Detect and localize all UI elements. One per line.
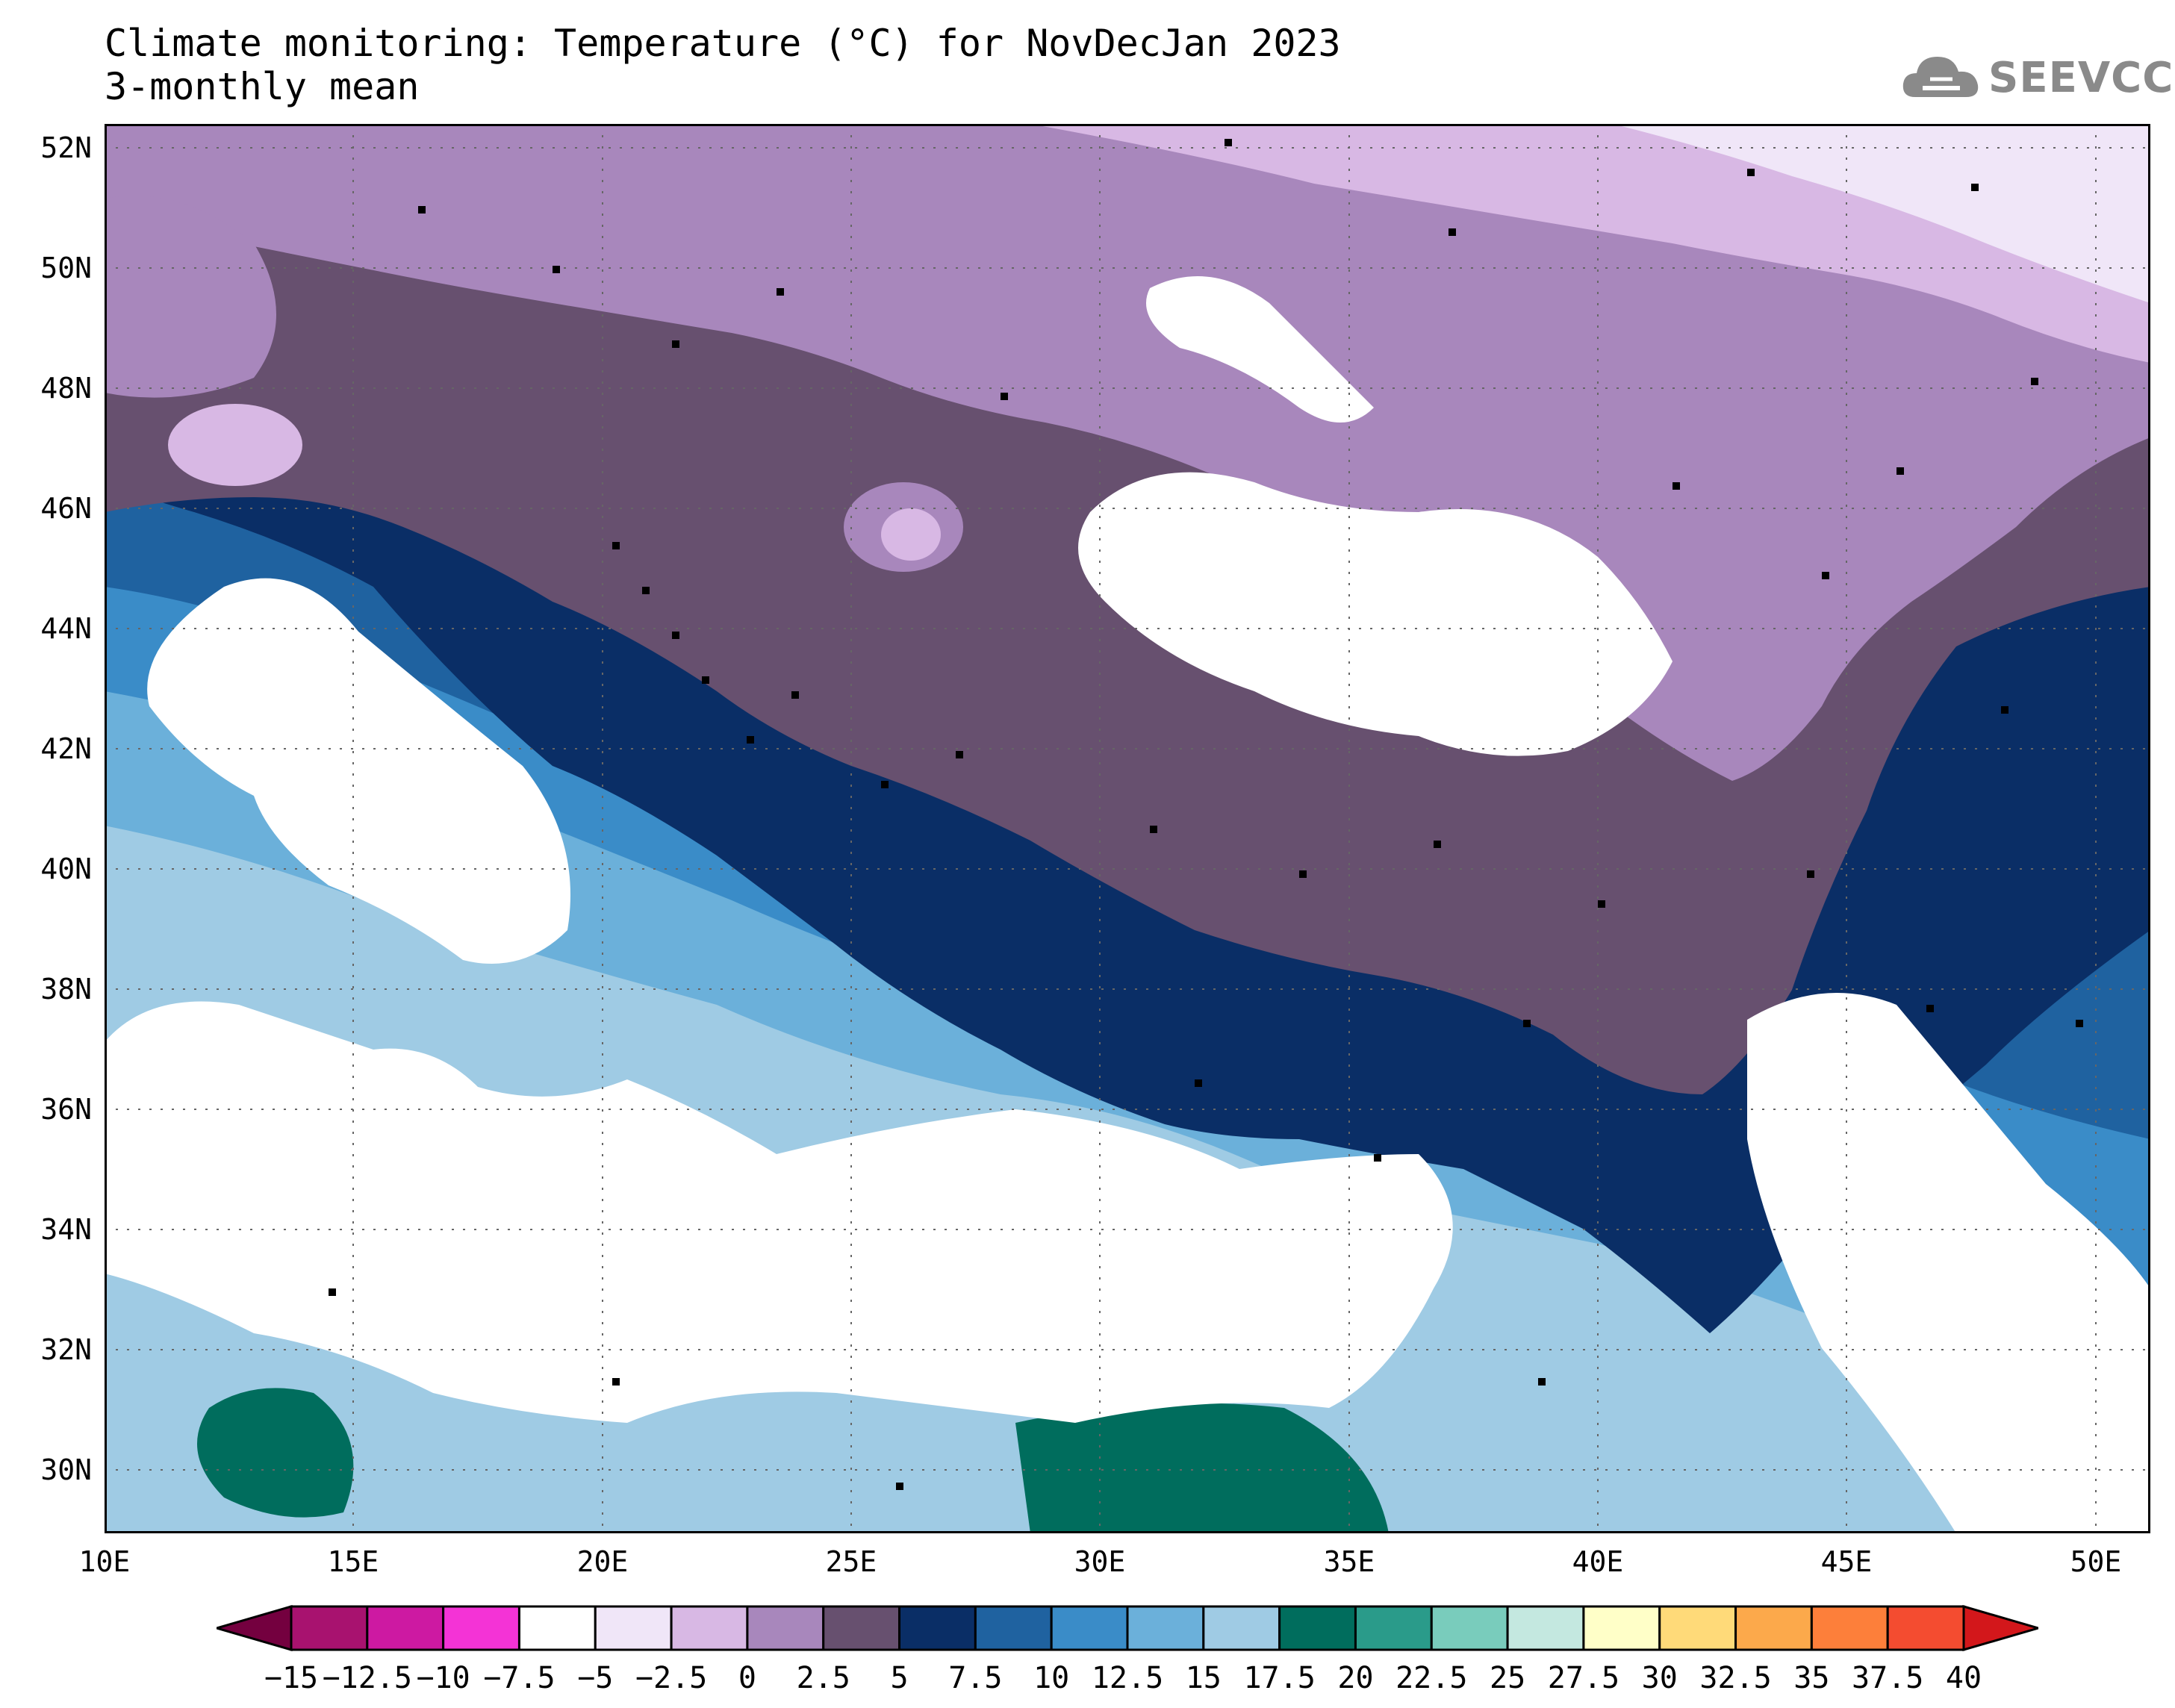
colorbar-label: 7.5 <box>948 1661 1003 1695</box>
colorbar-cell <box>1354 1605 1433 1651</box>
colorbar-label: 2.5 <box>796 1661 850 1695</box>
lat-label-42n: 42N <box>40 732 92 765</box>
colorbar-label: 37.5 <box>1852 1661 1924 1695</box>
colorbar-cell-max <box>1962 1605 2038 1651</box>
colorbar-label: −15 <box>264 1661 319 1695</box>
colorbar-cell-min <box>217 1605 293 1651</box>
band-minus-5-patch <box>1146 276 1374 423</box>
colorbar-label: −7.5 <box>483 1661 556 1695</box>
logo-text: SEEVCCC <box>1988 54 2175 102</box>
seevccc-logo: SEEVCCC <box>1900 45 2175 112</box>
colorbar-cell <box>594 1605 673 1651</box>
colorbar-cell <box>898 1605 977 1651</box>
lon-label-40e: 40E <box>1572 1545 1624 1578</box>
colorbar-label: 0 <box>738 1661 756 1695</box>
colorbar-cell <box>670 1605 749 1651</box>
map-border <box>105 124 2150 1533</box>
colorbar-label: 5 <box>890 1661 909 1695</box>
colorbar-label: 25 <box>1489 1661 1526 1695</box>
lat-label-36n: 36N <box>40 1093 92 1126</box>
lat-label-30n: 30N <box>40 1453 92 1486</box>
lat-label-44n: 44N <box>40 612 92 645</box>
colorbar-cell <box>1202 1605 1281 1651</box>
colorbar-cell <box>1430 1605 1509 1651</box>
cloud-icon <box>1902 57 1979 97</box>
colorbar-label: 30 <box>1641 1661 1678 1695</box>
lat-label-40n: 40N <box>40 853 92 885</box>
lat-label-46n: 46N <box>40 492 92 525</box>
colorbar-cell <box>1050 1605 1129 1651</box>
colorbar-cell <box>1126 1605 1205 1651</box>
colorbar-cell <box>1278 1605 1357 1651</box>
lon-label-50e: 50E <box>2070 1545 2122 1578</box>
band-0-romania <box>881 508 941 561</box>
colorbar-cell <box>746 1605 825 1651</box>
colorbar <box>217 1605 2038 1651</box>
desert-no-data <box>1747 993 2150 1533</box>
colorbar-label: −5 <box>577 1661 614 1695</box>
colorbar-cell <box>517 1605 597 1651</box>
colorbar-cell <box>1582 1605 1661 1651</box>
lat-label-48n: 48N <box>40 372 92 405</box>
station-markers <box>329 139 2083 1490</box>
colorbar-cell <box>1886 1605 1965 1651</box>
colorbar-label: 32.5 <box>1699 1661 1772 1695</box>
lat-label-32n: 32N <box>40 1333 92 1366</box>
adriatic-sea <box>147 578 571 964</box>
colorbar-cell <box>366 1605 445 1651</box>
colorbar-label: 27.5 <box>1547 1661 1620 1695</box>
colorbar-cell <box>822 1605 901 1651</box>
band-20-egypt <box>1015 1403 1389 1533</box>
lat-label-52n: 52N <box>40 131 92 164</box>
colorbar-cells <box>217 1605 2038 1651</box>
chart-subtitle: 3-monthly mean <box>105 65 420 108</box>
black-sea <box>1078 472 1673 756</box>
colorbar-label: 40 <box>1945 1661 1982 1695</box>
colorbar-label: 15 <box>1185 1661 1222 1695</box>
mediterranean-sea <box>105 1001 1453 1423</box>
band-minus-2-5 <box>1613 124 2150 303</box>
lat-label-34n: 34N <box>40 1213 92 1246</box>
lon-label-20e: 20E <box>576 1545 629 1578</box>
lat-label-38n: 38N <box>40 973 92 1006</box>
band-2-5-west <box>105 196 276 398</box>
temperature-map <box>105 124 2150 1533</box>
colorbar-label: 22.5 <box>1395 1661 1468 1695</box>
colorbar-label: −12.5 <box>322 1661 413 1695</box>
lon-label-15e: 15E <box>327 1545 379 1578</box>
colorbar-label: −2.5 <box>635 1661 708 1695</box>
colorbar-cell <box>1506 1605 1585 1651</box>
lon-label-10e: 10E <box>78 1545 131 1578</box>
band-20-libya <box>197 1388 354 1518</box>
chart-title: Climate monitoring: Temperature (°C) for… <box>105 22 1341 65</box>
lon-label-25e: 25E <box>825 1545 877 1578</box>
colorbar-label: 10 <box>1033 1661 1070 1695</box>
lat-label-50n: 50N <box>40 252 92 284</box>
colorbar-label: 17.5 <box>1243 1661 1316 1695</box>
colorbar-cell <box>1810 1605 1889 1651</box>
lon-label-35e: 35E <box>1323 1545 1375 1578</box>
colorbar-cell <box>974 1605 1053 1651</box>
colorbar-label: 35 <box>1793 1661 1830 1695</box>
colorbar-cell <box>290 1605 369 1651</box>
lon-label-30e: 30E <box>1074 1545 1126 1578</box>
colorbar-cell <box>442 1605 520 1651</box>
colorbar-cell <box>1658 1605 1737 1651</box>
colorbar-label: −10 <box>416 1661 470 1695</box>
colorbar-label: 20 <box>1337 1661 1374 1695</box>
colorbar-label: 12.5 <box>1091 1661 1164 1695</box>
lon-label-45e: 45E <box>1820 1545 1873 1578</box>
band-0-west <box>168 404 302 486</box>
colorbar-cell <box>1734 1605 1813 1651</box>
